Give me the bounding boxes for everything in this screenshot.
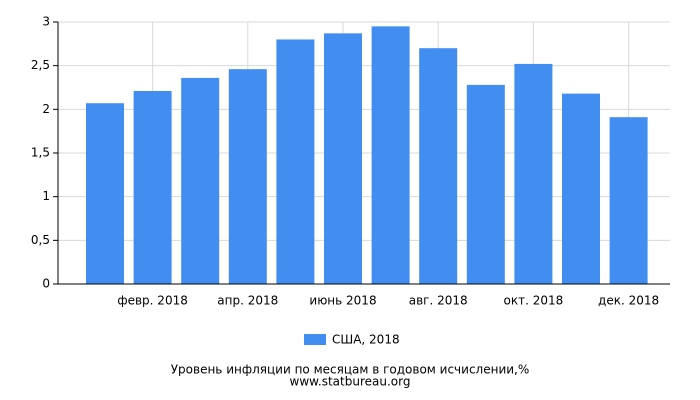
bar <box>324 33 362 284</box>
bar <box>371 26 410 284</box>
legend-label: США, 2018 <box>332 333 400 347</box>
chart-title: Уровень инфляции по месяцам в годовом ис… <box>171 363 530 377</box>
x-tick-label: окт. 2018 <box>504 294 564 308</box>
bar <box>419 48 458 285</box>
y-tick-label: 0,5 <box>31 233 50 247</box>
y-tick-label: 1 <box>42 189 50 203</box>
x-tick-label: февр. 2018 <box>117 294 188 308</box>
x-tick-label: июнь 2018 <box>309 294 376 308</box>
x-tick-label: апр. 2018 <box>217 294 278 308</box>
x-tick-label: дек. 2018 <box>598 294 659 308</box>
legend-swatch <box>304 334 326 345</box>
y-tick-label: 1,5 <box>31 146 50 160</box>
bar <box>133 90 172 284</box>
chart-subtitle: www.statbureau.org <box>290 375 411 389</box>
y-tick-label: 2 <box>42 102 50 116</box>
bar <box>514 63 553 284</box>
x-tick-label: авг. 2018 <box>409 294 468 308</box>
bar <box>228 69 267 284</box>
bar <box>466 84 505 284</box>
bar <box>276 39 315 284</box>
bar <box>86 103 124 284</box>
bar <box>609 117 648 285</box>
y-tick-label: 3 <box>42 15 50 29</box>
y-tick-label: 2,5 <box>31 58 50 72</box>
bar <box>562 93 600 284</box>
bar <box>181 77 220 284</box>
y-tick-label: 0 <box>42 277 50 291</box>
